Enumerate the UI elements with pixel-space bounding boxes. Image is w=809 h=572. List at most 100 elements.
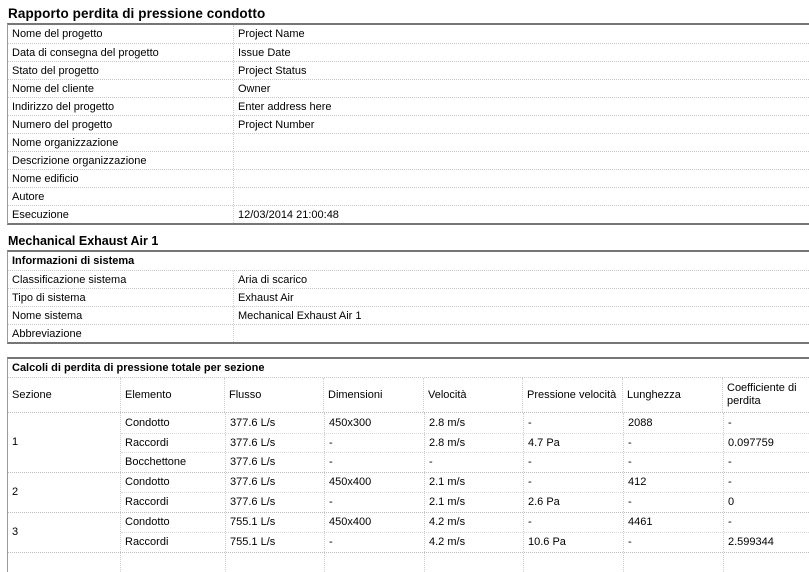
cell-value: - bbox=[723, 513, 809, 533]
truncated-row bbox=[8, 552, 809, 572]
table-row: Abbreviazione bbox=[8, 324, 809, 342]
cell-value: - bbox=[324, 453, 424, 472]
cell-value: 2.8 m/s bbox=[424, 413, 523, 433]
section-number: 2 bbox=[8, 473, 120, 512]
row-value: Project Status bbox=[233, 62, 809, 79]
column-header: Dimensioni bbox=[323, 378, 423, 412]
cell-value: 412 bbox=[623, 473, 723, 493]
cell-value: Bocchettone bbox=[121, 453, 225, 472]
cell-value: 2088 bbox=[623, 413, 723, 433]
column-header: Coefficiente di perdita bbox=[722, 378, 809, 412]
cell-value: - bbox=[623, 453, 723, 472]
row-value: Project Name bbox=[233, 25, 809, 43]
row-value bbox=[233, 134, 809, 151]
row-value: 12/03/2014 21:00:48 bbox=[233, 206, 809, 223]
cell-value: 4.2 m/s bbox=[424, 533, 523, 552]
cell-value: - bbox=[723, 413, 809, 433]
cell-value: - bbox=[523, 413, 623, 433]
cell-value: Raccordi bbox=[121, 493, 225, 512]
cell-value: 2.599344 bbox=[723, 533, 809, 552]
pressure-loss-table: Calcoli di perdita di pressione totale p… bbox=[7, 357, 809, 572]
row-label: Classificazione sistema bbox=[8, 271, 233, 288]
cell-value: - bbox=[523, 453, 623, 472]
cell-value: - bbox=[523, 473, 623, 493]
cell-value: Raccordi bbox=[121, 434, 225, 453]
table-row: Autore bbox=[8, 187, 809, 205]
cell-value: 4461 bbox=[623, 513, 723, 533]
cell-value: 450x400 bbox=[324, 513, 424, 533]
section-number: 1 bbox=[8, 413, 120, 472]
system-name-title: Mechanical Exhaust Air 1 bbox=[7, 234, 809, 248]
cell-value: Raccordi bbox=[121, 533, 225, 552]
table-row: Nome organizzazione bbox=[8, 133, 809, 151]
cell-value: 2.1 m/s bbox=[424, 493, 523, 512]
cell-value: 2.6 Pa bbox=[523, 493, 623, 512]
element-row bbox=[121, 553, 809, 572]
column-header: Pressione velocità bbox=[522, 378, 622, 412]
row-value: Enter address here bbox=[233, 98, 809, 115]
row-label: Nome edificio bbox=[8, 170, 233, 187]
cell-value: 377.6 L/s bbox=[225, 453, 324, 472]
table-row: Descrizione organizzazione bbox=[8, 151, 809, 169]
cell-value: 450x400 bbox=[324, 473, 424, 493]
section-number bbox=[8, 553, 120, 572]
cell-value: 4.7 Pa bbox=[523, 434, 623, 453]
row-label: Nome del cliente bbox=[8, 80, 233, 97]
column-header: Elemento bbox=[120, 378, 224, 412]
cell-value: - bbox=[324, 533, 424, 552]
cell-value: 450x300 bbox=[324, 413, 424, 433]
cell-value: 2.1 m/s bbox=[424, 473, 523, 493]
cell-value: - bbox=[723, 473, 809, 493]
row-value: Owner bbox=[233, 80, 809, 97]
row-value bbox=[233, 152, 809, 169]
row-label: Nome organizzazione bbox=[8, 134, 233, 151]
section-rows bbox=[120, 553, 809, 572]
row-label: Numero del progetto bbox=[8, 116, 233, 133]
table-row: Nome edificio bbox=[8, 169, 809, 187]
row-value: Issue Date bbox=[233, 44, 809, 61]
column-header: Velocità bbox=[423, 378, 522, 412]
cell-value: 377.6 L/s bbox=[225, 473, 324, 493]
cell-value: 755.1 L/s bbox=[225, 533, 324, 552]
cell-value: 377.6 L/s bbox=[225, 413, 324, 433]
cell-value: 755.1 L/s bbox=[225, 513, 324, 533]
cell-value: 0.097759 bbox=[723, 434, 809, 453]
row-label: Nome del progetto bbox=[8, 25, 233, 43]
cell-value: 2.8 m/s bbox=[424, 434, 523, 453]
row-value: Project Number bbox=[233, 116, 809, 133]
row-value bbox=[233, 188, 809, 205]
row-value: Mechanical Exhaust Air 1 bbox=[233, 307, 809, 324]
cell-value: 4.2 m/s bbox=[424, 513, 523, 533]
cell-value: Condotto bbox=[121, 513, 225, 533]
cell-value: - bbox=[324, 493, 424, 512]
cell-value: 377.6 L/s bbox=[225, 493, 324, 512]
pressure-loss-header: Calcoli di perdita di pressione totale p… bbox=[8, 359, 809, 377]
row-label: Data di consegna del progetto bbox=[8, 44, 233, 61]
row-label: Esecuzione bbox=[8, 206, 233, 223]
cell-value: Condotto bbox=[121, 473, 225, 493]
